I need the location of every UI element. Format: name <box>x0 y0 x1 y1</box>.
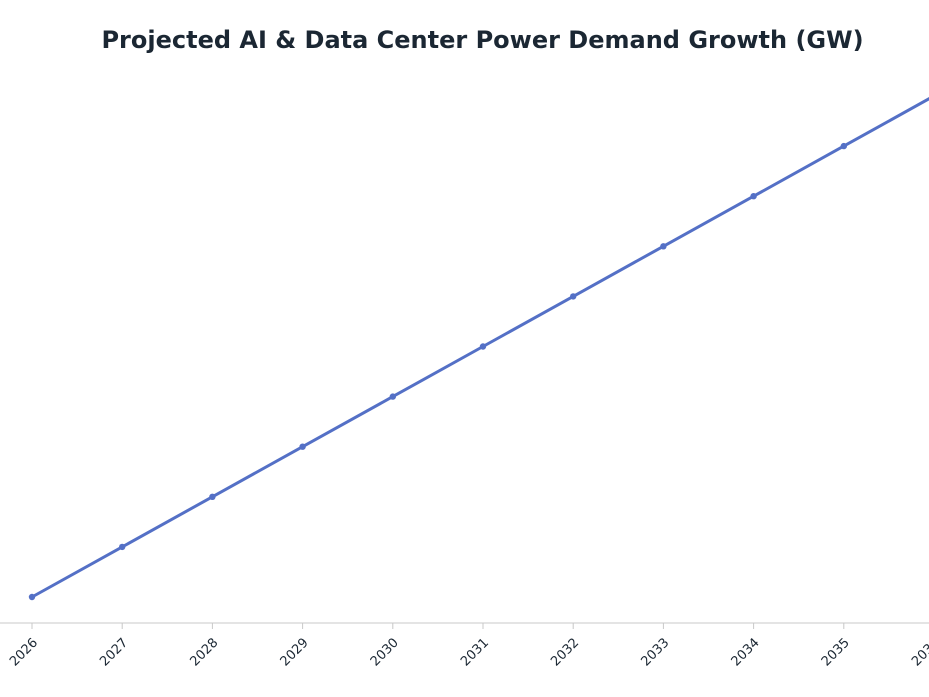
data-point <box>299 443 306 450</box>
data-point <box>660 243 667 250</box>
x-tick-label: 2031 <box>458 635 492 669</box>
data-point <box>750 193 757 200</box>
x-tick-label: 2028 <box>187 635 221 669</box>
data-point <box>389 393 396 400</box>
x-tick-label: 2029 <box>278 635 312 669</box>
data-point <box>479 343 487 350</box>
data-point <box>840 142 847 150</box>
x-tick-label: 2034 <box>729 635 763 669</box>
data-point <box>570 293 577 300</box>
data-point <box>28 593 36 601</box>
x-tick-label: 2032 <box>548 635 582 669</box>
x-tick-label: 2027 <box>97 635 131 669</box>
x-tick-label: 2026 <box>7 635 41 669</box>
x-ticks: 2026 2027 2028 2029 2030 2031 2032 2033 2034 2035… <box>7 623 929 669</box>
x-axis: 2026 2027 2028 2029 2030 2031 2032 2033 2034 2035… <box>0 622 929 669</box>
series-layer <box>28 97 929 601</box>
data-point <box>209 493 216 500</box>
chart-title: Projected AI & Data Center Power Demand … <box>101 26 864 54</box>
x-tick-label: 2036 <box>909 635 929 669</box>
x-tick-label: 2033 <box>638 635 672 669</box>
x-tick-label: 2035 <box>819 635 853 669</box>
data-point <box>119 543 126 551</box>
x-tick-label: 2030 <box>368 635 402 669</box>
